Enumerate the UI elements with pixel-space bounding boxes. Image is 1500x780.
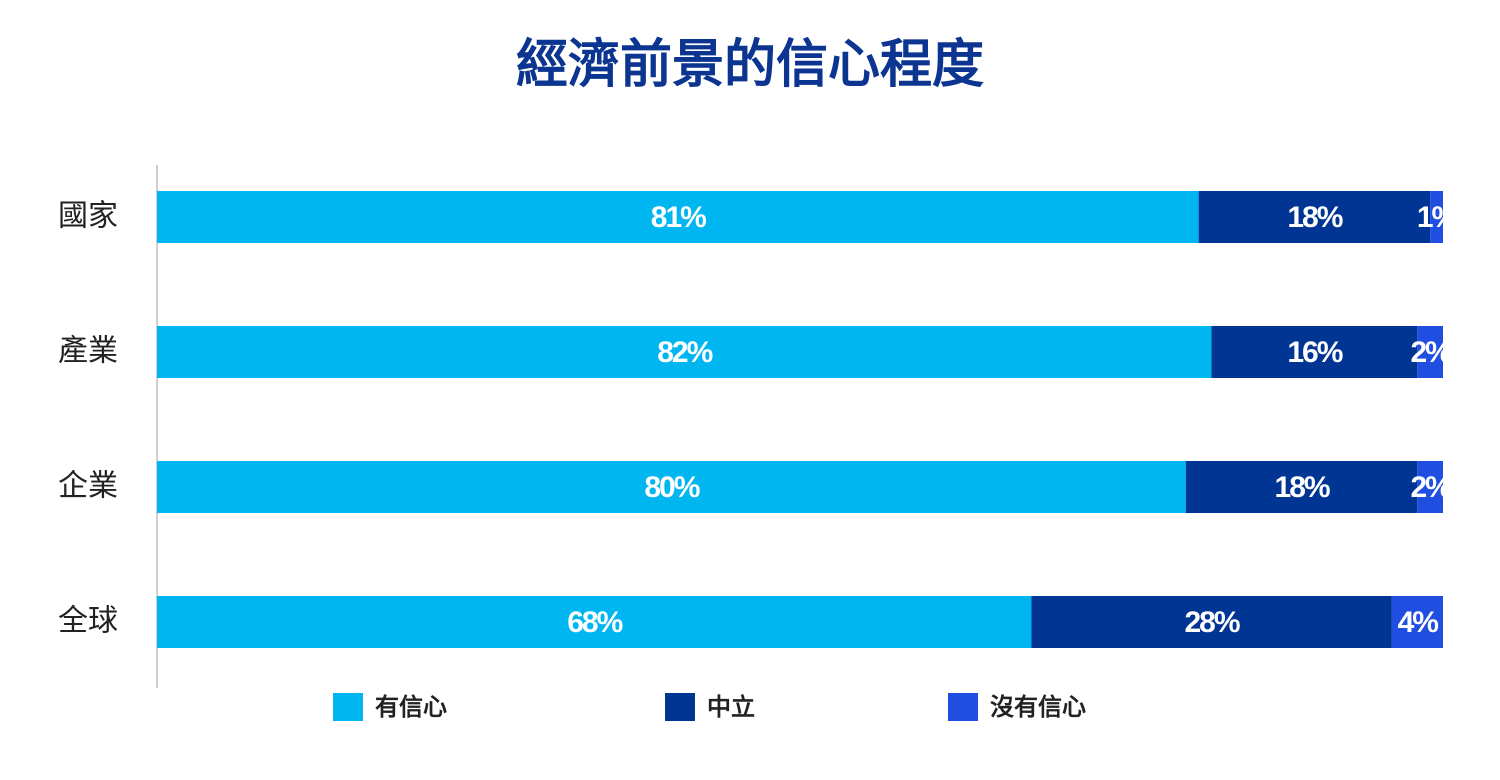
bar-segment xyxy=(157,596,1032,648)
bar-segment xyxy=(1430,191,1443,243)
y-tick-label: 國家 xyxy=(58,199,118,234)
bar-segment xyxy=(157,191,1199,243)
bar-segment xyxy=(1417,461,1443,513)
value-label: 81% xyxy=(651,201,706,234)
value-label: 1% xyxy=(1417,201,1458,234)
y-tick-label: 企業 xyxy=(58,469,118,504)
value-label: 2% xyxy=(1410,336,1451,369)
value-label: 82% xyxy=(657,336,712,369)
chart-title: 經濟前景的信心程度 xyxy=(516,35,984,95)
legend-label: 沒有信心 xyxy=(990,693,1086,721)
value-label: 16% xyxy=(1287,336,1342,369)
value-label: 68% xyxy=(567,606,622,639)
bar-segment xyxy=(1417,326,1443,378)
bar-segment xyxy=(157,326,1212,378)
value-label: 4% xyxy=(1398,606,1439,639)
value-label: 80% xyxy=(644,471,699,504)
bar-segment xyxy=(1198,191,1431,243)
bar-segment xyxy=(1211,326,1418,378)
bar-segment xyxy=(1391,596,1443,648)
value-label: 18% xyxy=(1287,201,1342,234)
legend-label: 有信心 xyxy=(375,693,447,721)
y-tick-label: 產業 xyxy=(58,334,118,369)
legend-swatch xyxy=(665,693,695,721)
legend-swatch xyxy=(333,693,363,721)
plot-area: 81% 18% 1% 82% 16% 2% 80% 18% 2% 68% 28% 4% xyxy=(157,191,1458,648)
legend-swatch xyxy=(948,693,978,721)
bar-segment xyxy=(1185,461,1418,513)
y-tick-label: 全球 xyxy=(58,604,118,639)
legend-label: 中立 xyxy=(707,693,755,721)
value-label: 2% xyxy=(1410,471,1451,504)
value-label: 28% xyxy=(1184,606,1239,639)
bar-segment xyxy=(157,461,1186,513)
value-label: 18% xyxy=(1275,471,1330,504)
bar-segment xyxy=(1031,596,1392,648)
